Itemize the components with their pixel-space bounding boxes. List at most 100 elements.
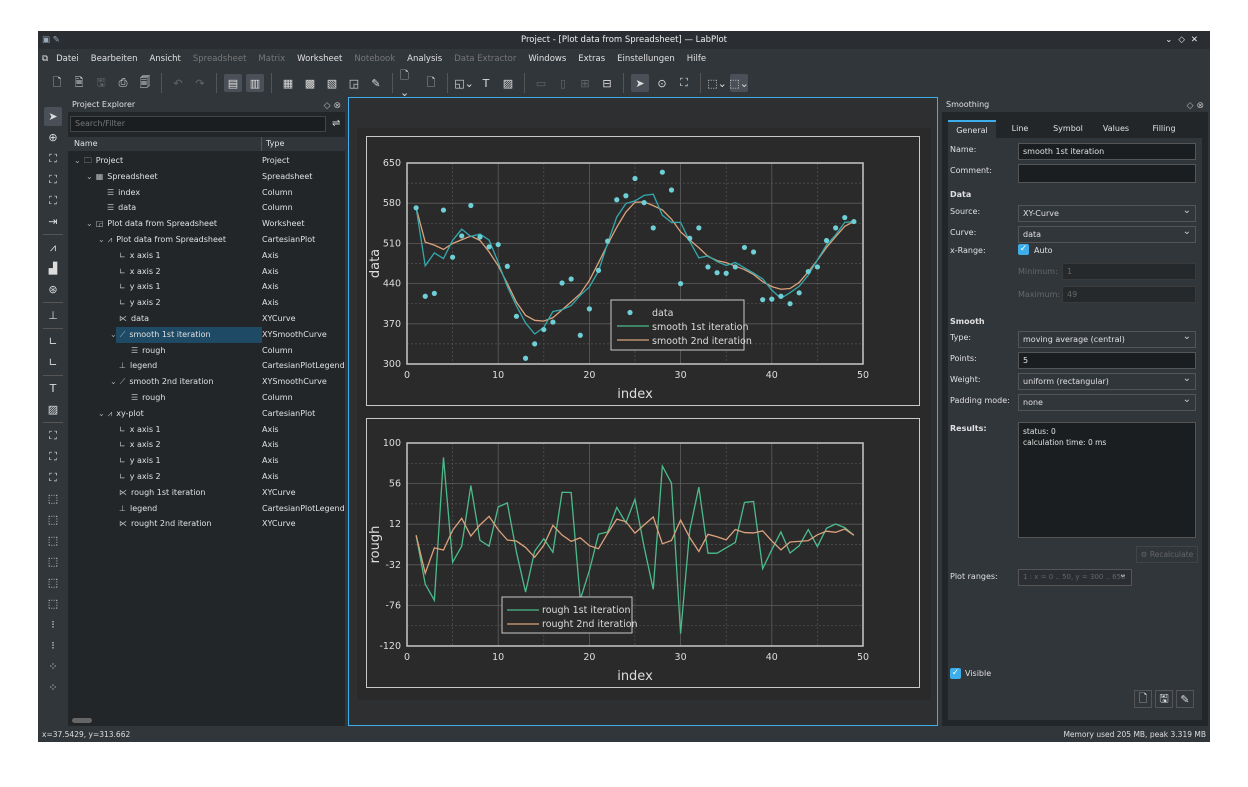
- navigate-mode-icon[interactable]: ⊙: [657, 76, 667, 90]
- tree-item[interactable]: ∟ y axis 1 Axis: [68, 453, 345, 469]
- maximum-input[interactable]: 49: [1062, 286, 1196, 303]
- menu-datei[interactable]: Datei: [56, 53, 79, 64]
- tab-filling[interactable]: Filling: [1152, 124, 1176, 133]
- new-worksheet-icon[interactable]: ◲: [348, 76, 360, 90]
- add-histogram-icon[interactable]: ▟: [48, 262, 58, 275]
- menu-ansicht[interactable]: Ansicht: [149, 53, 181, 64]
- tab-general[interactable]: General: [948, 120, 996, 138]
- redo-icon[interactable]: ↷: [195, 76, 205, 90]
- cursor-icon[interactable]: ⬚⌄: [729, 74, 749, 92]
- menu-data-extractor[interactable]: Data Extractor: [454, 53, 517, 64]
- add-textlabel-icon[interactable]: T: [49, 382, 57, 395]
- menu-bearbeiten[interactable]: Bearbeiten: [90, 53, 138, 64]
- zoom-out-icon[interactable]: ⬚: [47, 513, 59, 526]
- column-header-name[interactable]: Name: [68, 137, 262, 151]
- tree-item[interactable]: ⌄ ◲ Plot data from Spreadsheet Worksheet: [68, 216, 345, 232]
- break-layout-icon[interactable]: ⊟: [602, 76, 612, 90]
- scale-auto-y-icon[interactable]: ⛶: [49, 470, 57, 484]
- expand-chevron-icon[interactable]: ⌄: [98, 408, 105, 418]
- properties-toggle-icon[interactable]: ▥: [246, 74, 264, 92]
- tree-item[interactable]: ∟ y axis 2 Axis: [68, 469, 345, 485]
- dock-close-icon[interactable]: ◇ ⊗: [1186, 101, 1204, 111]
- tree-item[interactable]: ⋉ rough 1st iteration XYCurve: [68, 485, 345, 501]
- tree-item[interactable]: ∟ x axis 2 Axis: [68, 264, 345, 280]
- zoom-out-x-icon[interactable]: ⬚: [47, 555, 59, 568]
- filter-settings-icon[interactable]: ⇌: [332, 118, 341, 129]
- tree-item[interactable]: ⋉ rought 2nd iteration XYCurve: [68, 516, 345, 532]
- new-matrix-icon[interactable]: ▩: [304, 76, 316, 90]
- expand-chevron-icon[interactable]: ⌄: [110, 377, 117, 387]
- project-explorer-toggle-icon[interactable]: ▤: [224, 74, 242, 92]
- column-header-type[interactable]: Type: [266, 139, 285, 148]
- padding-select[interactable]: none: [1018, 392, 1196, 411]
- menu-hilfe[interactable]: Hilfe: [686, 53, 707, 64]
- comment-input[interactable]: [1018, 164, 1196, 183]
- dock-close-icon[interactable]: ◇ ⊗: [323, 101, 341, 111]
- tree-item[interactable]: ⌄ 🗀 Project Project: [68, 153, 345, 169]
- recalculate-button[interactable]: ⚙ Recalculate: [1136, 546, 1198, 563]
- layout-grid-icon[interactable]: ⊞: [580, 76, 590, 90]
- tab-line[interactable]: Line: [1011, 124, 1029, 133]
- new-project-icon[interactable]: 🗋: [52, 75, 62, 89]
- menu-windows[interactable]: Windows: [528, 53, 567, 64]
- new-spreadsheet-icon[interactable]: ▦: [282, 76, 294, 90]
- scale-auto-icon[interactable]: ⛶: [49, 428, 57, 442]
- shift-x-icon[interactable]: ⇥: [48, 215, 58, 228]
- zoom-in-icon[interactable]: ⬚: [47, 492, 59, 505]
- expand-chevron-icon[interactable]: ⌄: [98, 235, 105, 244]
- shift-down-icon[interactable]: ⁘: [48, 681, 58, 694]
- add-curve-icon[interactable]: ⩘: [49, 240, 57, 254]
- zoom-out-y-icon[interactable]: ⬚: [47, 597, 59, 610]
- save-template-icon[interactable]: 🖫: [1155, 690, 1173, 708]
- expand-chevron-icon[interactable]: ⌄: [110, 329, 117, 339]
- zoom-y-icon[interactable]: ⛶: [49, 193, 57, 207]
- expand-chevron-icon[interactable]: ⌄: [74, 156, 81, 165]
- menu-extras[interactable]: Extras: [578, 53, 606, 64]
- shift-up-icon[interactable]: ⁘: [48, 660, 58, 673]
- tree-item[interactable]: ☰ data Column: [68, 200, 345, 216]
- menu-worksheet[interactable]: Worksheet: [297, 53, 343, 64]
- undo-icon[interactable]: ↶: [173, 76, 183, 90]
- layout-horizontal-icon[interactable]: ▯: [559, 76, 567, 90]
- window-controls[interactable]: ⌄◇✕: [1165, 35, 1204, 45]
- tree-item[interactable]: ⊥ legend CartesianPlotLegend: [68, 358, 345, 374]
- save-as-template-icon[interactable]: ✎: [1176, 690, 1194, 708]
- zoom-x-icon[interactable]: ⛶: [49, 172, 57, 186]
- tab-symbol[interactable]: Symbol: [1053, 124, 1083, 133]
- zoom-in-x-icon[interactable]: ⬚: [47, 534, 59, 547]
- add-image-icon[interactable]: ▨: [47, 403, 59, 416]
- add-image-icon[interactable]: ▨: [502, 76, 514, 90]
- add-plot-icon[interactable]: ◱⌄: [454, 76, 474, 90]
- horizontal-scrollbar[interactable]: [72, 718, 92, 723]
- tree-item[interactable]: ☰ rough Column: [68, 343, 345, 359]
- axis-horizontal-icon[interactable]: ∟: [48, 335, 58, 348]
- export-icon[interactable]: 🗋: [426, 75, 436, 89]
- tree-item[interactable]: ☰ rough Column: [68, 390, 345, 406]
- plot-rough[interactable]: -120 -76 -32 12 56 100 0 10 20 30 40 50 index rough ro…: [366, 418, 920, 688]
- tree-item[interactable]: ☰ index Column: [68, 185, 345, 201]
- add-text-icon[interactable]: T: [482, 76, 490, 90]
- auto-checkbox[interactable]: ✓: [1018, 244, 1029, 255]
- points-spinbox[interactable]: 5: [1018, 352, 1196, 369]
- weight-select[interactable]: uniform (rectangular): [1018, 371, 1196, 390]
- save-icon[interactable]: 🖫: [96, 75, 106, 89]
- menu-notebook[interactable]: Notebook: [354, 53, 396, 64]
- open-icon[interactable]: 🗎: [74, 75, 84, 89]
- menu-einstellungen[interactable]: Einstellungen: [617, 53, 675, 64]
- select-icon[interactable]: ➤: [44, 107, 62, 126]
- tree-item[interactable]: ∟ y axis 1 Axis: [68, 279, 345, 295]
- plot-ranges-select[interactable]: 1 : x = 0 .. 50, y = 300 .. 650: [1018, 567, 1132, 586]
- minimum-input[interactable]: 1: [1062, 263, 1196, 280]
- tree-item[interactable]: ∟ x axis 1 Axis: [68, 248, 345, 264]
- curve-select[interactable]: data: [1018, 224, 1196, 243]
- expand-chevron-icon[interactable]: ⌄: [86, 219, 93, 229]
- zoom-mode-icon[interactable]: ⛶: [680, 76, 688, 89]
- axis-vertical-icon[interactable]: ∟: [48, 356, 58, 369]
- zoom-in-y-icon[interactable]: ⬚: [47, 576, 59, 589]
- search-input[interactable]: Search/Filter: [70, 116, 326, 132]
- tree-item[interactable]: ⌄ ⩘ Plot data from Spreadsheet CartesianPlo…: [68, 232, 345, 248]
- menu-spreadsheet[interactable]: Spreadsheet: [192, 53, 247, 64]
- expand-chevron-icon[interactable]: ⌄: [86, 171, 93, 181]
- print-preview-icon[interactable]: 🗐: [139, 75, 151, 89]
- print-icon[interactable]: ⎙: [118, 76, 128, 89]
